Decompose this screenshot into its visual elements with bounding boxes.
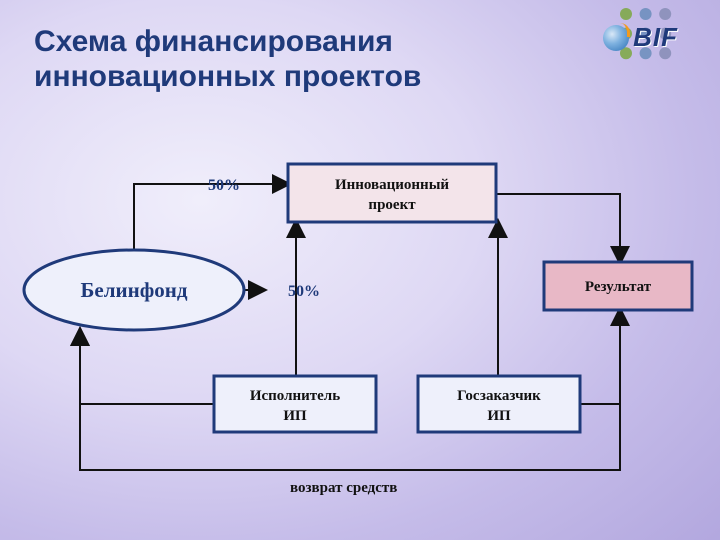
svg-text:50%: 50% bbox=[288, 283, 320, 300]
svg-text:Инновационный: Инновационный bbox=[335, 177, 449, 193]
svg-text:Результат: Результат bbox=[585, 279, 652, 295]
svg-text:проект: проект bbox=[368, 197, 416, 213]
svg-text:50%: 50% bbox=[208, 177, 240, 194]
svg-text:Госзаказчик: Госзаказчик bbox=[457, 388, 541, 404]
svg-text:Исполнитель: Исполнитель bbox=[250, 388, 340, 404]
svg-text:ИП: ИП bbox=[487, 408, 511, 424]
svg-text:ИП: ИП bbox=[283, 408, 307, 424]
svg-text:Белинфонд: Белинфонд bbox=[81, 278, 188, 302]
financing-diagram: Белинфонд Инновационный проект Результат Исп… bbox=[0, 0, 720, 540]
svg-text:возврат средств: возврат средств bbox=[290, 480, 397, 496]
